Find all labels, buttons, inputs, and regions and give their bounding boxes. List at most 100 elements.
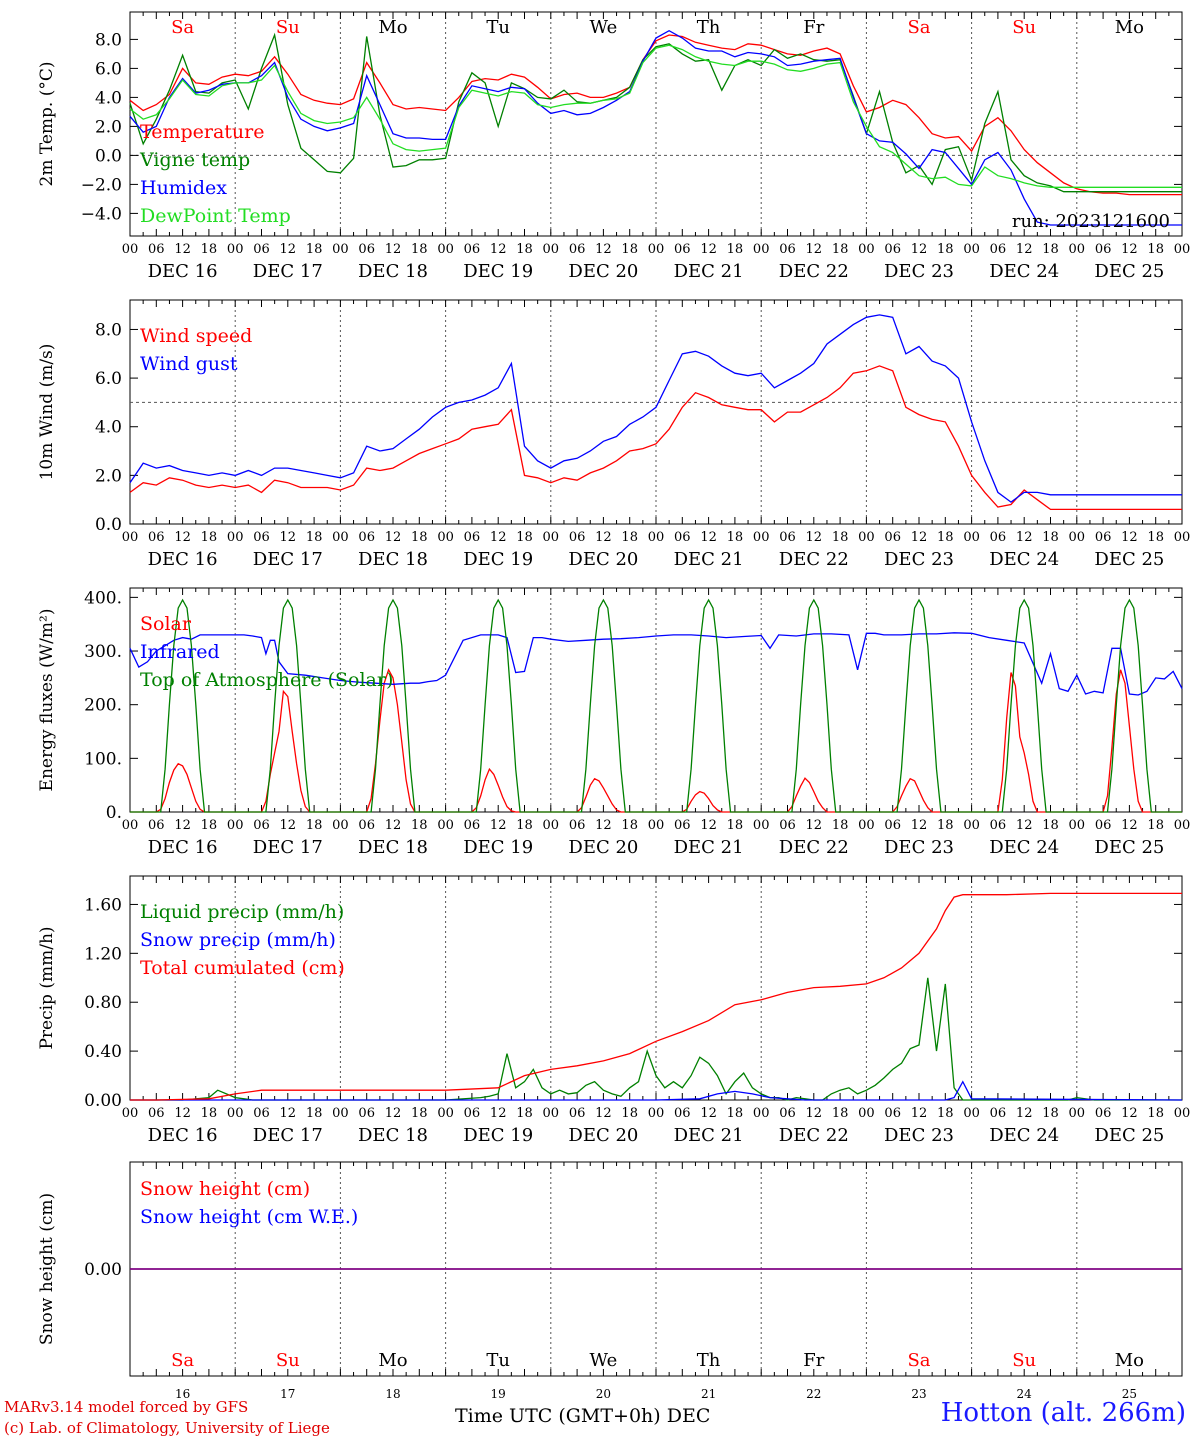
hour-tick-label: 18	[201, 818, 218, 833]
hour-tick-label: 06	[674, 1106, 691, 1121]
hour-tick-label: 18	[1042, 242, 1059, 257]
hour-tick-label: 18	[1147, 242, 1164, 257]
hour-tick-label: 18	[937, 1106, 954, 1121]
hour-tick-label: 00	[648, 242, 665, 257]
hour-tick-label: 18	[1147, 530, 1164, 545]
legend-entry: Temperature	[140, 121, 264, 143]
hour-tick-label: 18	[516, 818, 533, 833]
date-label: DEC 23	[884, 549, 954, 570]
hour-tick-label: 06	[569, 530, 586, 545]
hour-tick-label: 00	[858, 530, 875, 545]
date-label: DEC 19	[463, 837, 533, 858]
date-label: DEC 19	[463, 549, 533, 570]
hour-tick-label: 12	[1016, 818, 1033, 833]
hour-tick-label: 12	[280, 530, 297, 545]
weekday-label: Su	[1012, 17, 1036, 38]
hour-tick-label: 00	[648, 530, 665, 545]
hour-tick-label: 06	[358, 1106, 375, 1121]
legend-entry: Snow height (cm W.E.)	[140, 1206, 358, 1228]
hour-tick-label: 06	[358, 818, 375, 833]
hour-tick-label: 12	[490, 530, 507, 545]
panel-snow: 0.00 Snow height (cm) Sa 16 Su 17 Mo 18 Tu 19 We 20…	[37, 1161, 1183, 1401]
hour-tick-label: 00	[227, 242, 244, 257]
credit-line-model: MARv3.14 model forced by GFS	[4, 1398, 249, 1416]
hour-tick-label: 06	[253, 1106, 270, 1121]
date-label: DEC 17	[253, 261, 323, 282]
y-axis-title: Energy fluxes (W/m²)	[37, 609, 57, 792]
run-label: run: 2023121600	[1012, 211, 1170, 232]
series-line-vigne-temp	[129, 32, 1182, 193]
panel-wind: 0.0 2.0 4.0 6.0 8.0 10m Wind (m/s) 00 06 12 18 DEC…	[37, 299, 1190, 570]
hour-tick-label: 00	[858, 242, 875, 257]
hour-tick-label: 18	[411, 1106, 428, 1121]
legend-entry: Humidex	[140, 177, 227, 199]
hour-tick-label: 12	[385, 1106, 402, 1121]
date-label: DEC 20	[568, 261, 638, 282]
series-line-solar	[130, 668, 1182, 813]
hour-tick-label: 00	[648, 1106, 665, 1121]
y-tick-label: 1.20	[84, 944, 122, 964]
date-label: DEC 20	[568, 549, 638, 570]
hour-tick-label: 18	[1042, 1106, 1059, 1121]
weekday-label: Tu	[486, 17, 510, 38]
y-tick-label: 8.0	[95, 30, 122, 50]
hour-tick-label: 12	[385, 242, 402, 257]
hour-tick-label: 12	[911, 242, 928, 257]
hour-tick-label: 18	[306, 242, 323, 257]
legend-entry: Top of Atmosphere (Solar)	[140, 669, 393, 691]
hour-tick-label: 00	[332, 242, 349, 257]
series-line-top-of-atmosphere-solar	[130, 598, 1182, 813]
hour-tick-label: 06	[569, 1106, 586, 1121]
weekday-label: Mo	[378, 1350, 407, 1371]
hour-tick-label: 12	[1121, 530, 1138, 545]
hour-tick-label: 12	[806, 242, 823, 257]
date-label: DEC 19	[463, 1125, 533, 1146]
hour-tick-label: 00	[858, 818, 875, 833]
hour-tick-label: 00	[858, 1106, 875, 1121]
hour-tick-label: 06	[464, 818, 481, 833]
hour-tick-label: 12	[1016, 530, 1033, 545]
hour-tick-label: 12	[1016, 1106, 1033, 1121]
hour-tick-label: 18	[411, 818, 428, 833]
hour-tick-label: 00	[963, 530, 980, 545]
weekday-label: Mo	[1115, 17, 1144, 38]
series-line-snow-precip-mm-h	[130, 1080, 1183, 1101]
day-number-label: 22	[806, 1387, 821, 1401]
y-tick-label: 1.60	[84, 895, 122, 915]
hour-tick-label: 06	[1095, 1106, 1112, 1121]
date-label: DEC 18	[358, 837, 428, 858]
series-line-humidex	[129, 29, 1182, 226]
hour-tick-label: 18	[1042, 818, 1059, 833]
hour-tick-label: 00	[753, 242, 770, 257]
hour-tick-label: 12	[490, 242, 507, 257]
weekday-label: Su	[276, 17, 300, 38]
y-tick-label: 100.	[84, 749, 122, 769]
hour-tick-label: 12	[806, 530, 823, 545]
hour-tick-label: 18	[516, 242, 533, 257]
weekday-label: Mo	[378, 17, 407, 38]
date-label: DEC 22	[779, 261, 849, 282]
hour-tick-label: 18	[621, 242, 638, 257]
hour-tick-label: 12	[280, 1106, 297, 1121]
y-axis-title: 10m Wind (m/s)	[37, 344, 57, 481]
weekday-label: Sa	[171, 17, 194, 38]
y-tick-label: 0.0	[95, 515, 122, 535]
hour-tick-label: 12	[174, 242, 191, 257]
day-number-label: 17	[280, 1387, 295, 1401]
y-tick-label: −4.0	[81, 204, 122, 224]
hour-tick-label: 12	[385, 818, 402, 833]
hour-tick-label: 06	[884, 818, 901, 833]
hour-tick-label: 18	[201, 530, 218, 545]
hour-tick-label: 00	[963, 242, 980, 257]
y-tick-label: 2.0	[95, 466, 122, 486]
weekday-label: Su	[276, 1350, 300, 1371]
weekday-label: Th	[697, 17, 721, 38]
y-tick-label: 400.	[84, 588, 122, 608]
date-label: DEC 16	[148, 261, 218, 282]
hour-tick-label: 06	[779, 530, 796, 545]
legend-entry: Vigne temp	[139, 149, 250, 171]
legend-entry: Infrared	[140, 641, 220, 663]
y-tick-label: 300.	[84, 642, 122, 662]
